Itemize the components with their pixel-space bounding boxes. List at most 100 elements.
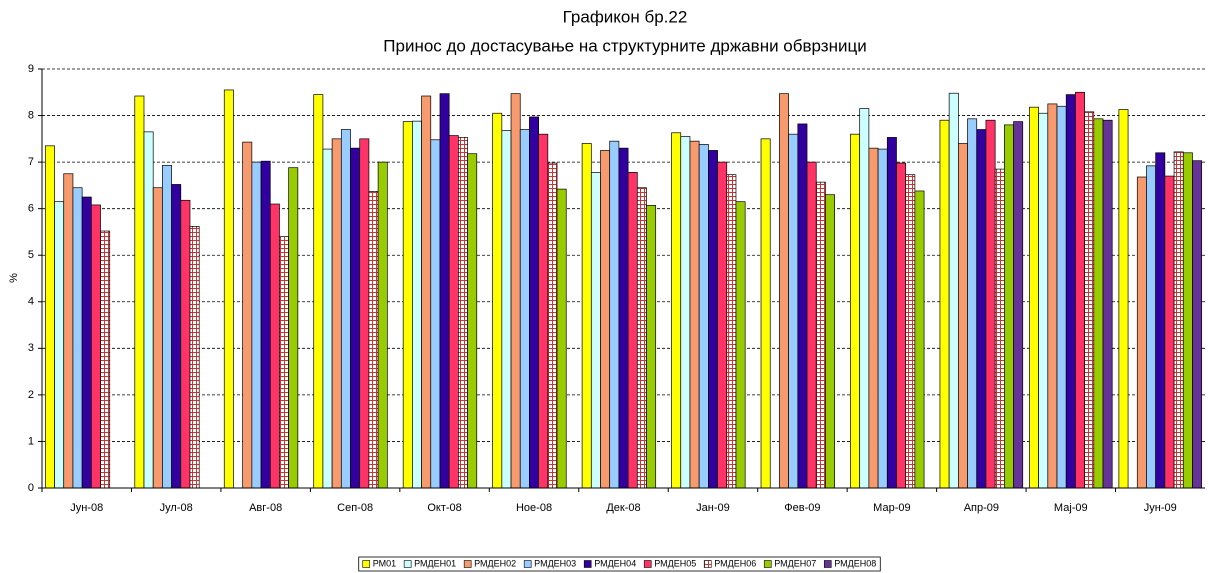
bar (421, 95, 432, 489)
y-tick-label: 6 (28, 203, 34, 215)
bar (1003, 124, 1014, 489)
bar (510, 93, 521, 489)
bar (1065, 94, 1076, 489)
x-tick-label: Мар-09 (873, 502, 910, 514)
bar (143, 131, 154, 489)
x-tick-label: Окт-08 (427, 502, 461, 514)
bar (547, 162, 558, 489)
bar (698, 144, 709, 489)
bar (1136, 176, 1147, 489)
bar (1146, 165, 1157, 489)
bar (359, 138, 370, 489)
bar (994, 168, 1005, 489)
bar (100, 230, 111, 489)
legend-label: РМДЕН01 (414, 558, 456, 568)
bar (868, 147, 879, 489)
x-tick-label: Дек-08 (606, 502, 640, 514)
bar (340, 129, 351, 489)
legend-swatch (362, 560, 371, 568)
bar (939, 119, 950, 489)
bar (223, 89, 234, 489)
bar (636, 187, 647, 489)
bar (402, 121, 413, 489)
x-tick-label: Мај-09 (1054, 502, 1088, 514)
bar (1038, 112, 1049, 489)
bar (430, 139, 441, 489)
bar (63, 173, 74, 489)
legend-swatch (463, 560, 472, 568)
bar (350, 147, 361, 489)
x-tick-label: Сеп-08 (337, 502, 373, 514)
legend-label: РМДЕН03 (534, 558, 576, 568)
x-tick-label: Јул-08 (160, 502, 193, 514)
bar (646, 205, 657, 489)
legend-swatch (403, 560, 412, 568)
bar (815, 181, 826, 489)
bar (788, 133, 799, 489)
bar (1056, 105, 1067, 489)
bar (1102, 119, 1113, 489)
x-tick-label: Јун-09 (1144, 502, 1177, 514)
bar (1093, 118, 1104, 489)
bar (779, 93, 789, 489)
y-tick-label: 3 (28, 342, 34, 354)
bar (1173, 151, 1184, 489)
bar (162, 165, 172, 489)
bar (886, 137, 897, 489)
bar (1182, 152, 1193, 489)
bar (331, 138, 342, 489)
bar (1192, 160, 1203, 489)
bar (519, 129, 530, 489)
bar (825, 194, 835, 489)
bar (1118, 109, 1129, 489)
bar (269, 203, 280, 489)
bar (609, 140, 620, 489)
bar (322, 148, 333, 489)
bar (180, 199, 191, 489)
x-tick-label: Фев-09 (784, 502, 820, 514)
y-tick-label: 1 (28, 435, 34, 447)
y-tick-label: 7 (28, 156, 34, 168)
bar (680, 136, 691, 489)
bar (948, 92, 959, 489)
bar (671, 132, 682, 489)
y-tick-label: 5 (28, 249, 34, 261)
bar (1164, 175, 1175, 489)
bar (412, 120, 422, 489)
bar (797, 123, 808, 489)
bar (54, 201, 65, 489)
bar (81, 196, 92, 489)
bar (1075, 91, 1085, 489)
bar (896, 162, 907, 489)
bar (717, 161, 728, 489)
bar (914, 190, 925, 489)
x-tick-label: Јун-08 (70, 502, 103, 514)
bar (760, 138, 771, 489)
legend-label: РМДЕН04 (594, 558, 636, 568)
legend-swatch (583, 560, 592, 568)
bar (529, 116, 539, 489)
bar (152, 187, 163, 489)
chart-subtitle: Принос до достасување на структурните др… (383, 36, 866, 55)
bar (556, 188, 567, 489)
legend-swatch (643, 560, 652, 568)
bar (850, 133, 861, 489)
bar (967, 118, 978, 489)
bar (957, 143, 968, 489)
x-tick-label: Ное-08 (516, 502, 552, 514)
y-tick-label: 2 (28, 389, 34, 401)
bar (189, 226, 200, 489)
bar (72, 187, 83, 489)
bar (44, 145, 55, 489)
bar (618, 147, 629, 489)
bar (590, 172, 601, 489)
legend-label: РМДЕН02 (474, 558, 516, 568)
bar (600, 150, 611, 489)
y-tick-label: 4 (28, 296, 34, 308)
bar (877, 148, 888, 489)
bar (1155, 152, 1166, 489)
y-tick-label: 9 (28, 63, 34, 75)
legend-label: РМДЕН05 (654, 558, 696, 568)
bar (368, 191, 379, 489)
